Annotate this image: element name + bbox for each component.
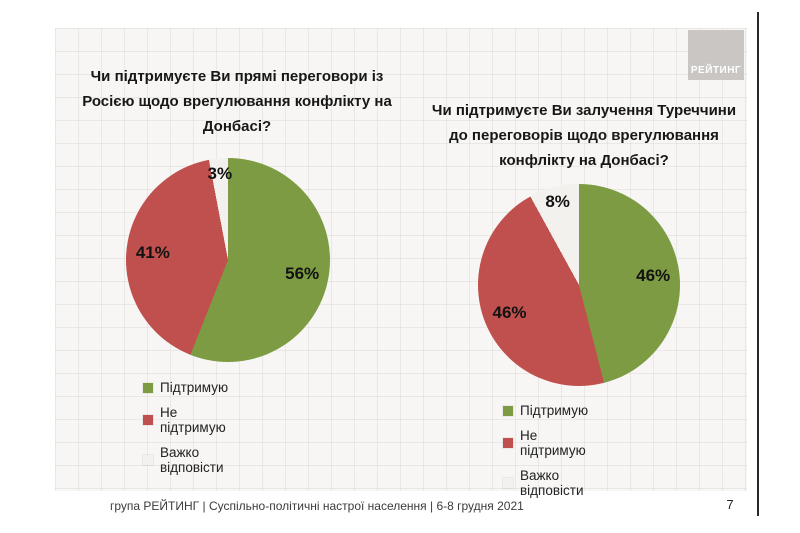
legend-item-hard-to-answer: Важко відповісти bbox=[143, 445, 228, 475]
legend-swatch-support bbox=[503, 405, 513, 416]
slide-canvas: РЕЙТИНГ Чи підтримуєте Ви прямі перегово… bbox=[55, 28, 747, 498]
pie-left: 56% 41% 3% bbox=[126, 158, 330, 362]
legend-label-support: Підтримую bbox=[520, 403, 589, 418]
page-number: 7 bbox=[726, 497, 734, 512]
legend-item-support: Підтримую bbox=[503, 403, 588, 418]
legend-label-hard-to-answer: Важко відповісти bbox=[160, 445, 224, 475]
chart-title-left: Чи підтримуєте Ви прямі переговори із Ро… bbox=[82, 68, 392, 135]
chart-title-right: Чи підтримуєте Ви залучення Туреччини до… bbox=[431, 102, 737, 169]
legend-swatch-oppose bbox=[143, 415, 153, 425]
pie-value-label: 41% bbox=[135, 242, 170, 262]
pie-value-label: 8% bbox=[545, 191, 570, 211]
legend-item-oppose: Не підтримую bbox=[143, 405, 228, 435]
legend-item-support: Підтримую bbox=[143, 380, 228, 395]
legend-swatch-hard-to-answer bbox=[503, 478, 513, 488]
pie-right: 46% 46% 8% bbox=[478, 184, 680, 386]
legend-swatch-support bbox=[143, 382, 153, 393]
legend-swatch-hard-to-answer bbox=[143, 455, 153, 465]
pie-value-label: 46% bbox=[636, 265, 671, 285]
legend-right: Підтримую Не підтримую Важко відповісти bbox=[503, 403, 588, 498]
legend-item-oppose: Не підтримую bbox=[503, 428, 588, 458]
legend-label-hard-to-answer: Важко відповісти bbox=[520, 468, 584, 498]
legend-swatch-oppose bbox=[503, 438, 513, 448]
pie-value-label: 46% bbox=[492, 302, 527, 322]
legend-label-support: Підтримую bbox=[160, 380, 229, 395]
legend-item-hard-to-answer: Важко відповісти bbox=[503, 468, 588, 498]
rating-logo: РЕЙТИНГ bbox=[688, 30, 744, 80]
legend-left: Підтримую Не підтримую Важко відповісти bbox=[143, 380, 228, 475]
legend-label-oppose: Не підтримую bbox=[520, 428, 586, 458]
rating-logo-text: РЕЙТИНГ bbox=[690, 65, 742, 76]
pie-value-label: 56% bbox=[285, 264, 320, 284]
page-edge-divider bbox=[757, 12, 759, 516]
pie-value-label: 3% bbox=[207, 163, 233, 183]
legend-label-oppose: Не підтримую bbox=[160, 405, 226, 435]
footer-source-text: група РЕЙТИНГ | Суспільно-політичні наст… bbox=[110, 499, 524, 513]
